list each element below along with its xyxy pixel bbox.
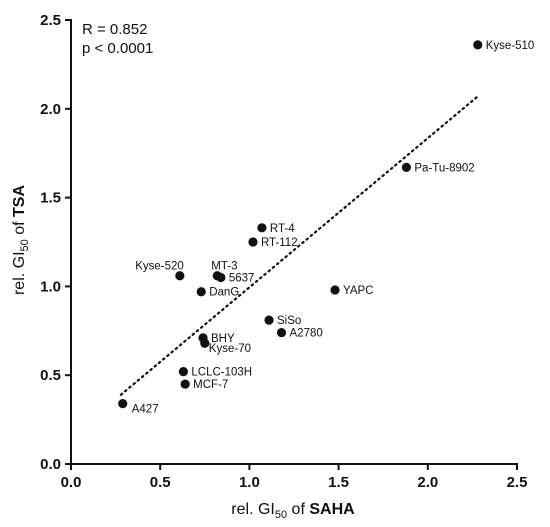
data-point-label: Pa-Tu-8902 <box>414 162 474 174</box>
trendline <box>119 95 479 396</box>
data-point-label: DanG <box>209 287 239 299</box>
data-point-label: Kyse-70 <box>209 343 251 355</box>
data-point <box>178 367 188 377</box>
x-axis-title-sub: 50 <box>275 509 287 521</box>
data-point <box>248 237 258 247</box>
y-tick-label: 2.0 <box>40 101 61 118</box>
x-tick-label: 1.0 <box>239 474 260 491</box>
x-tick-label: 1.5 <box>328 474 349 491</box>
data-point-label: A2780 <box>290 328 323 340</box>
x-tick-label: 0.0 <box>61 474 82 491</box>
x-tick-label: 2.0 <box>417 474 438 491</box>
x-axis-title-mid: of <box>287 501 309 518</box>
data-point <box>330 285 340 295</box>
x-tick-label: 0.5 <box>150 474 171 491</box>
data-point-label: Kyse-520 <box>135 261 184 273</box>
data-point <box>216 272 226 283</box>
data-point <box>473 40 483 50</box>
y-tick-label: 1.0 <box>40 278 61 295</box>
data-point <box>264 315 274 325</box>
data-point-label: 5637 <box>229 273 255 285</box>
axes <box>70 19 518 465</box>
trendline-group <box>119 95 479 396</box>
data-point <box>257 223 267 233</box>
y-axis-title: rel. GI50 of TSA <box>11 185 31 295</box>
y-tick-label: 2.5 <box>40 12 61 29</box>
data-point-label: RT-112 <box>261 237 298 249</box>
y-axis-title-bold: TSA <box>11 185 28 217</box>
data-point-label: SiSo <box>277 315 301 327</box>
data-point <box>180 379 190 389</box>
data-point-label: Kyse-510 <box>486 40 535 52</box>
x-axis-title-bold: SAHA <box>309 501 355 518</box>
data-point <box>401 162 411 173</box>
data-points <box>118 40 483 409</box>
x-tick-label: 2.5 <box>507 474 528 491</box>
data-point <box>118 399 128 409</box>
x-axis-title-prefix: rel. GI <box>231 501 275 518</box>
y-tick-label: 0.0 <box>40 456 61 473</box>
data-point-label: A427 <box>132 404 159 416</box>
data-point-label: BHY <box>211 333 235 345</box>
data-point-label: MT-3 <box>211 261 237 273</box>
y-tick-label: 1.5 <box>40 190 61 207</box>
data-point <box>200 338 210 348</box>
y-axis-title-prefix: rel. GI <box>11 251 28 295</box>
data-point <box>175 271 185 281</box>
r-annotation: R = 0.852 <box>82 21 147 38</box>
x-axis-title: rel. GI50 of SAHA <box>231 501 355 521</box>
y-tick-label: 0.5 <box>40 367 61 384</box>
point-labels: Kyse-510 Pa-Tu-8902 RT-4 RT-112 Kyse-520 MT-3… <box>132 40 535 416</box>
data-point-label: LCLC-103H <box>191 367 252 379</box>
ticks: 0.0 0.5 1.0 1.5 2.0 2.5 0.0 0.5 1.0 1.5 2.0 2.5 <box>40 12 527 491</box>
y-axis-title-sub: 50 <box>19 239 31 251</box>
data-point-label: YAPC <box>343 285 373 297</box>
data-point <box>276 327 287 338</box>
y-axis-title-mid: of <box>11 217 28 239</box>
data-point-label: MCF-7 <box>193 379 228 391</box>
p-annotation: p < 0.0001 <box>82 40 153 57</box>
data-point-label: RT-4 <box>270 223 295 235</box>
data-point <box>196 287 206 297</box>
